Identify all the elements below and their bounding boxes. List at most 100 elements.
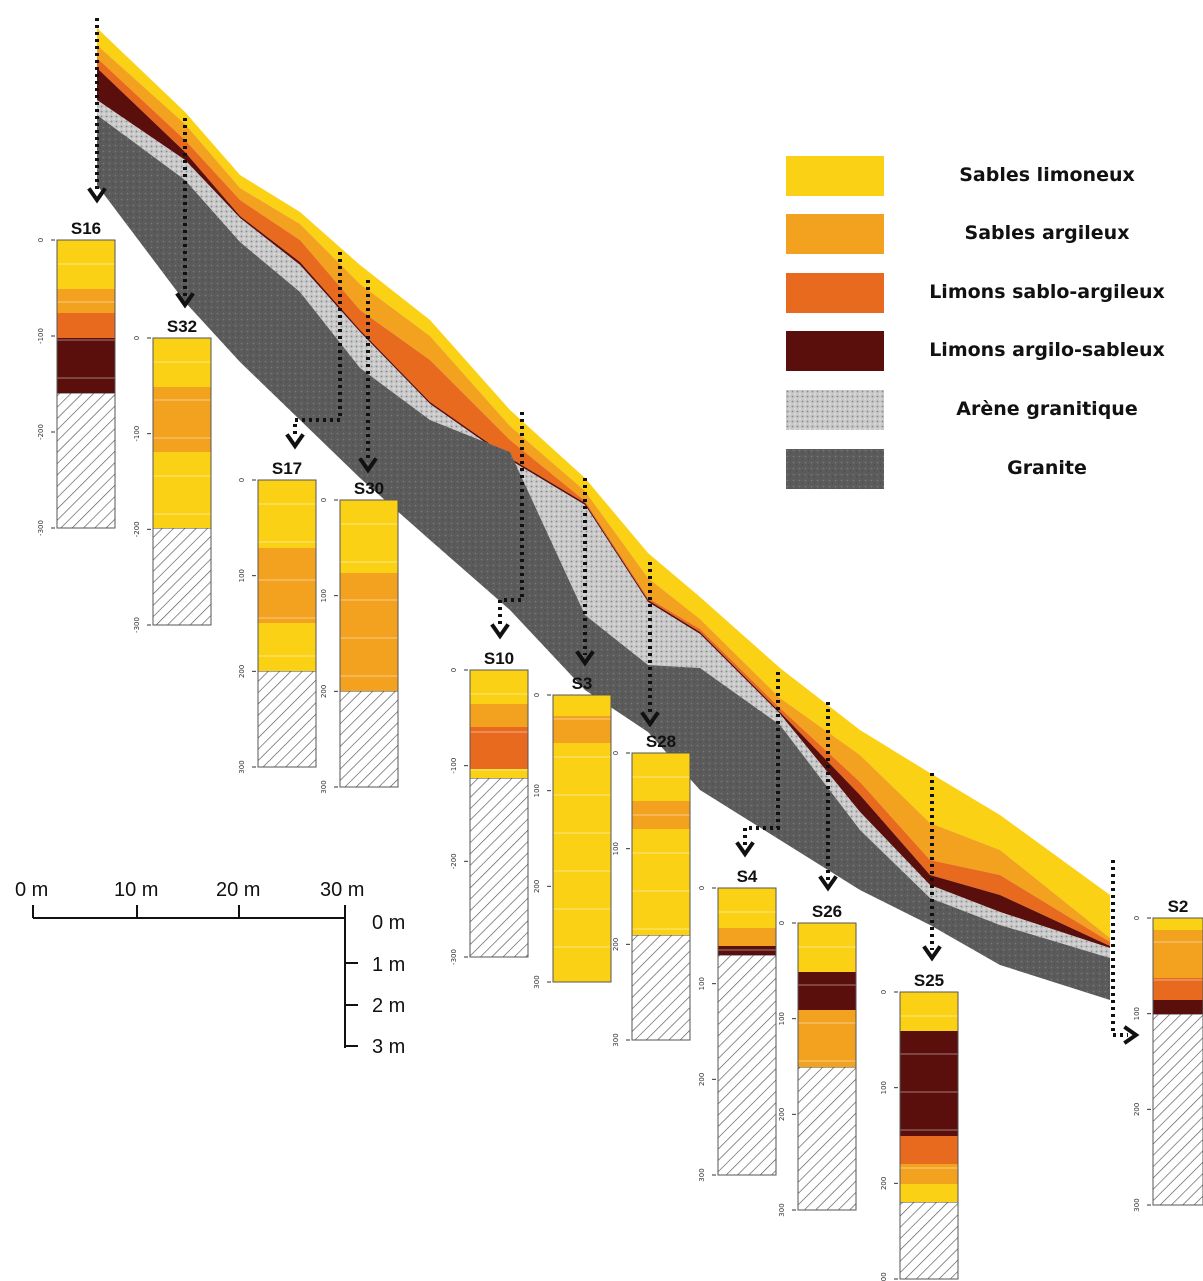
- layer-sl: [632, 829, 690, 935]
- legend-item-limons-sablo-argileux: Limons sablo-argileux: [786, 273, 1196, 313]
- profile-label: S30: [354, 479, 384, 498]
- depth-tick-label: 300: [320, 780, 328, 793]
- layer-lsa: [470, 727, 528, 769]
- legend-label: Limons argilo-sableux: [929, 339, 1165, 361]
- column-frame: [797, 922, 857, 1211]
- profile-label: S2: [1168, 897, 1189, 916]
- layer-sl: [900, 992, 958, 1031]
- arrow-s4: [743, 672, 780, 846]
- depth-tick-label: 200: [320, 685, 328, 698]
- legend-swatch: [786, 156, 884, 196]
- band-arene-granitique: [97, 100, 1110, 958]
- depth-tick-label: 0: [612, 751, 620, 755]
- column-frame: [56, 239, 116, 529]
- arrowhead-s30: [358, 457, 378, 474]
- layer-sl: [258, 480, 316, 548]
- arrowhead-s4: [735, 841, 755, 858]
- layer-sl: [718, 888, 776, 928]
- depth-tick-label: 200: [238, 665, 246, 678]
- layer-lsa: [1153, 978, 1203, 1000]
- layer-sl: [340, 500, 398, 573]
- legend-item-arene-granitique: Arène granitique: [786, 390, 1196, 430]
- layer-sl: [900, 1184, 958, 1202]
- bedrock-hatch: [257, 670, 317, 768]
- cross-section: [97, 28, 1110, 1000]
- column-frame: [552, 694, 612, 983]
- layer-sa: [553, 716, 611, 743]
- profile-label: S10: [484, 649, 514, 668]
- profile-s16: S16 0 -100 -200 -300: [37, 219, 116, 536]
- layer-sl: [470, 769, 528, 778]
- profile-label: S16: [71, 219, 101, 238]
- scale-h-label-30: 30 m: [320, 879, 364, 901]
- profile-s3: S3 0 100 200 300: [533, 674, 612, 989]
- depth-tick-label: 200: [880, 1177, 888, 1190]
- column-frame: [717, 887, 777, 1176]
- layer-sa: [900, 1164, 958, 1184]
- depth-tick-label: -300: [133, 617, 141, 633]
- legend-item-limons-argilo-sableux: Limons argilo-sableux: [786, 331, 1196, 371]
- bedrock-hatch: [152, 527, 212, 626]
- profile-label: S32: [167, 317, 197, 336]
- depth-tick-label: 0: [450, 668, 458, 672]
- bedrock-hatch: [1152, 1013, 1203, 1206]
- bedrock-hatch: [899, 1201, 959, 1280]
- scale-v-label-0: 0 m: [372, 912, 405, 934]
- depth-tick-label: -100: [450, 758, 458, 774]
- profile-s17: S17 0 100 200 300: [238, 459, 317, 774]
- layer-sa: [798, 1010, 856, 1067]
- column-frame: [469, 669, 529, 958]
- depth-tick-label: 100: [698, 977, 706, 990]
- column-frame: [257, 479, 317, 768]
- layer-las: [718, 946, 776, 955]
- scale-bar: 0 m 10 m 20 m 30 m 0 m 1 m 2 m 3 m: [15, 879, 405, 1058]
- depth-tick-label: -200: [450, 853, 458, 869]
- column-frame: [1152, 917, 1203, 1206]
- depth-tick-label: 0: [1133, 916, 1141, 920]
- depth-tick-label: -300: [450, 949, 458, 965]
- layer-sa: [470, 704, 528, 727]
- arrow-s17: [293, 252, 342, 438]
- arrowhead-s28: [640, 711, 660, 728]
- scale-v-label-3: 3 m: [372, 1036, 405, 1058]
- depth-tick-label: 200: [533, 880, 541, 893]
- legend-label: Sables limoneux: [959, 164, 1135, 186]
- depth-tick-label: 200: [612, 938, 620, 951]
- layer-sa: [718, 928, 776, 946]
- layer-sl: [258, 623, 316, 671]
- depth-tick-label: 0: [778, 921, 786, 925]
- bedrock-hatch: [469, 777, 529, 958]
- layer-sa: [1153, 930, 1203, 978]
- column-frame: [899, 991, 959, 1280]
- bedrock-hatch: [717, 954, 777, 1176]
- layer-sa: [153, 387, 211, 452]
- bedrock-hatch: [631, 934, 691, 1041]
- layer-sa: [632, 801, 690, 829]
- profile-s4: S4 0 100 200 300: [698, 867, 777, 1182]
- depth-tick-label: 300: [612, 1033, 620, 1046]
- depth-tick-label: 100: [778, 1012, 786, 1025]
- depth-tick-label: 0: [320, 498, 328, 502]
- layer-las: [1153, 1000, 1203, 1014]
- profile-label: S25: [914, 971, 944, 990]
- depth-tick-label: 0: [238, 478, 246, 482]
- depth-tick-label: 200: [778, 1108, 786, 1121]
- depth-tick-label: 300: [1133, 1198, 1141, 1211]
- legend-label: Arène granitique: [956, 398, 1138, 420]
- legend-item-sables-limoneux: Sables limoneux: [786, 156, 1196, 196]
- band-granite: [97, 115, 1110, 1000]
- profile-label: S17: [272, 459, 302, 478]
- profile-label: S3: [572, 674, 593, 693]
- depth-tick-label: 100: [880, 1081, 888, 1094]
- layer-sl: [153, 452, 211, 528]
- legend-item-sables-argileux: Sables argileux: [786, 214, 1196, 254]
- arrowhead-s10: [490, 623, 510, 640]
- column-frame: [339, 499, 399, 788]
- depth-tick-label: -300: [37, 520, 45, 536]
- layer-sl: [1153, 918, 1203, 930]
- layer-sl: [153, 338, 211, 387]
- depth-tick-label: 100: [1133, 1007, 1141, 1020]
- layer-las: [900, 1031, 958, 1136]
- layer-sl: [470, 670, 528, 704]
